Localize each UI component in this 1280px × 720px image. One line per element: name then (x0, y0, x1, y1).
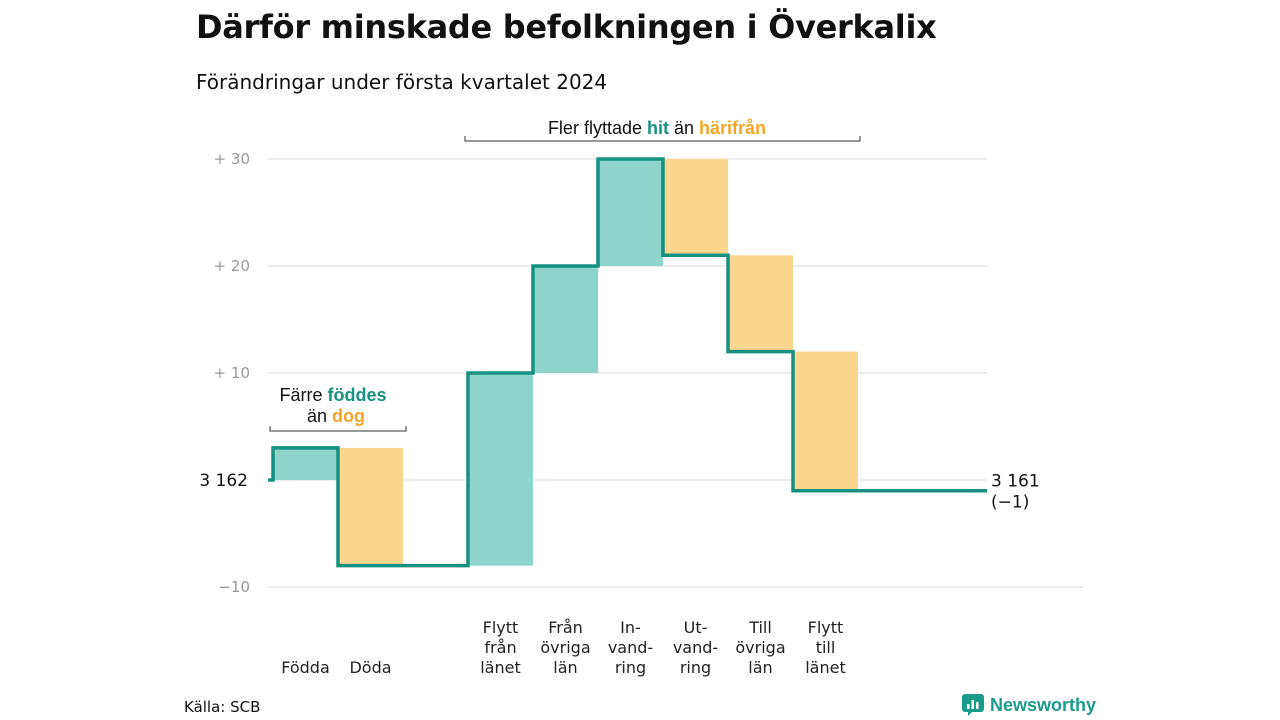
brand-logo: Newsworthy (962, 694, 1096, 716)
y-tick-label: + 20 (214, 257, 250, 275)
category-label: länet (480, 658, 521, 677)
category-label: ring (680, 658, 711, 677)
category-label: övriga (735, 638, 785, 657)
bar (338, 447, 403, 566)
category-label: Ut- (684, 618, 708, 637)
category-label: till (816, 638, 836, 657)
source-note: Källa: SCB (184, 698, 261, 716)
category-label: Flytt (483, 618, 519, 637)
category-label: vand- (608, 638, 653, 657)
annotation-births-line2: än dog (307, 406, 365, 426)
bar (468, 373, 533, 566)
end-value-label: 3 161 (991, 472, 1040, 492)
category-label: In- (620, 618, 641, 637)
category-label: län (748, 658, 772, 677)
chart-title: Därför minskade befolkningen i Överkalix (196, 8, 937, 46)
bar (598, 159, 663, 266)
brand-name: Newsworthy (990, 694, 1097, 715)
y-tick-label: + 10 (214, 364, 250, 382)
bar (728, 255, 793, 352)
bar (533, 266, 598, 373)
category-label: övriga (540, 638, 590, 657)
bar (793, 351, 858, 491)
y-axis-ticks: + 30 + 20 + 10 −10 (214, 150, 250, 596)
bars (273, 159, 858, 566)
category-label: från (484, 638, 516, 657)
category-label: vand- (673, 638, 718, 657)
y-tick-label: + 30 (214, 150, 250, 168)
bar (273, 447, 338, 480)
category-label: Födda (281, 658, 330, 677)
category-label: ring (615, 658, 646, 677)
cumulative-step-line (268, 157, 987, 568)
category-label: Från (548, 618, 583, 637)
annotation-births-bracket (269, 426, 407, 432)
chart-subtitle: Förändringar under första kvartalet 2024 (196, 70, 608, 94)
annotation-moves-bracket (464, 136, 861, 142)
bar (663, 159, 728, 256)
start-value-label: 3 162 (199, 471, 248, 491)
category-label: länet (805, 658, 846, 677)
category-label: Döda (349, 658, 391, 677)
category-label: Flytt (808, 618, 844, 637)
annotation-births-line1: Färre föddes (279, 385, 386, 405)
end-change-label: (−1) (991, 493, 1029, 513)
category-label: Till (748, 618, 772, 637)
category-labels: Födda DödaFlyttfrånlänetFrånövrigalänIn-v… (281, 618, 846, 677)
category-label: län (553, 658, 577, 677)
annotation-moves: Fler flyttade hit än härifrån (548, 118, 766, 138)
y-tick-label: −10 (218, 578, 250, 596)
newsworthy-icon (962, 694, 984, 716)
